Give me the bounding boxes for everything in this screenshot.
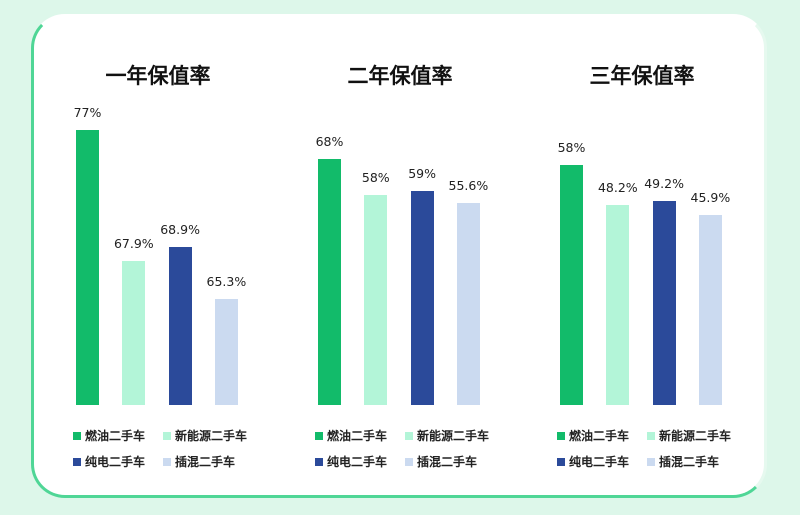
bar-3 bbox=[652, 201, 676, 405]
legend-label: 新能源二手车 bbox=[659, 429, 732, 443]
data-label: 48.2% bbox=[597, 180, 638, 196]
bar-2 bbox=[364, 194, 388, 405]
chart-1: 一年保值率 77% 67.9% 68.9% 65.3% 燃油二手车 新能源二手车纯电二手车 插… bbox=[37, 0, 279, 515]
bar-1 bbox=[318, 158, 341, 405]
legend-item: 插混二手车 bbox=[405, 453, 477, 470]
bar-1 bbox=[560, 164, 583, 405]
legend-item: 新能源二手车 bbox=[405, 427, 489, 444]
legend-item: 纯电二手车 bbox=[557, 453, 629, 470]
legend-label: 新能源二手车 bbox=[417, 429, 490, 443]
data-label: 77% bbox=[73, 104, 102, 120]
legend-swatch bbox=[163, 431, 171, 440]
legend-item: 燃油二手车 bbox=[315, 427, 387, 444]
legend-swatch bbox=[73, 431, 81, 440]
data-label: 68% bbox=[315, 133, 344, 149]
chart-title: 三年保值率 bbox=[589, 64, 695, 88]
legend-item: 新能源二手车 bbox=[163, 427, 247, 444]
legend-label: 纯电二手车 bbox=[569, 455, 630, 469]
card bbox=[31, 14, 767, 498]
legend-item: 燃油二手车 bbox=[557, 427, 629, 444]
legend-label: 插混二手车 bbox=[417, 455, 478, 469]
legend-swatch bbox=[163, 457, 171, 466]
data-label: 58% bbox=[361, 169, 390, 185]
legend-item: 插混二手车 bbox=[647, 453, 719, 470]
legend-label: 燃油二手车 bbox=[327, 429, 388, 443]
bar-2 bbox=[606, 205, 630, 405]
chart-2: 二年保值率 68% 58% 59% 55.6% 燃油二手车 新能源二手车纯电二手车 插混二手车 bbox=[279, 0, 521, 515]
data-label: 67.9% bbox=[113, 236, 154, 252]
legend-label: 插混二手车 bbox=[659, 455, 720, 469]
bar-4 bbox=[456, 203, 480, 405]
chart-3: 三年保值率 58% 48.2% 49.2% 45.9% 燃油二手车 新能源二手车纯电二手车 插… bbox=[521, 0, 763, 515]
legend-swatch bbox=[557, 457, 565, 466]
chart-title: 二年保值率 bbox=[347, 64, 453, 88]
legend-swatch bbox=[315, 457, 323, 466]
chart-title: 一年保值率 bbox=[105, 64, 211, 88]
data-label: 68.9% bbox=[160, 221, 200, 237]
legend-swatch bbox=[647, 457, 655, 466]
legend-label: 燃油二手车 bbox=[85, 429, 146, 443]
data-label: 65.3% bbox=[206, 274, 247, 290]
legend-item: 纯电二手车 bbox=[315, 453, 387, 470]
legend-swatch bbox=[405, 431, 413, 440]
legend-swatch bbox=[647, 431, 655, 440]
data-label: 49.2% bbox=[644, 176, 684, 192]
legend-item: 插混二手车 bbox=[163, 453, 235, 470]
legend-item: 燃油二手车 bbox=[73, 427, 145, 444]
bar-2 bbox=[122, 261, 146, 405]
legend-item: 新能源二手车 bbox=[647, 427, 731, 444]
bar-1 bbox=[76, 129, 99, 405]
bar-4 bbox=[698, 214, 722, 405]
data-label: 45.9% bbox=[690, 189, 731, 205]
legend-label: 插混二手车 bbox=[175, 455, 236, 469]
legend-swatch bbox=[73, 457, 81, 466]
legend-swatch bbox=[557, 431, 565, 440]
data-label: 59% bbox=[408, 166, 436, 182]
bar-3 bbox=[168, 246, 192, 405]
legend-label: 燃油二手车 bbox=[569, 429, 630, 443]
legend-label: 新能源二手车 bbox=[175, 429, 248, 443]
legend-label: 纯电二手车 bbox=[85, 455, 146, 469]
legend-item: 纯电二手车 bbox=[73, 453, 145, 470]
data-label: 58% bbox=[557, 139, 586, 155]
legend-label: 纯电二手车 bbox=[327, 455, 388, 469]
bar-4 bbox=[214, 299, 238, 405]
bar-3 bbox=[410, 191, 434, 405]
legend-swatch bbox=[315, 431, 323, 440]
data-label: 55.6% bbox=[448, 178, 489, 194]
legend-swatch bbox=[405, 457, 413, 466]
